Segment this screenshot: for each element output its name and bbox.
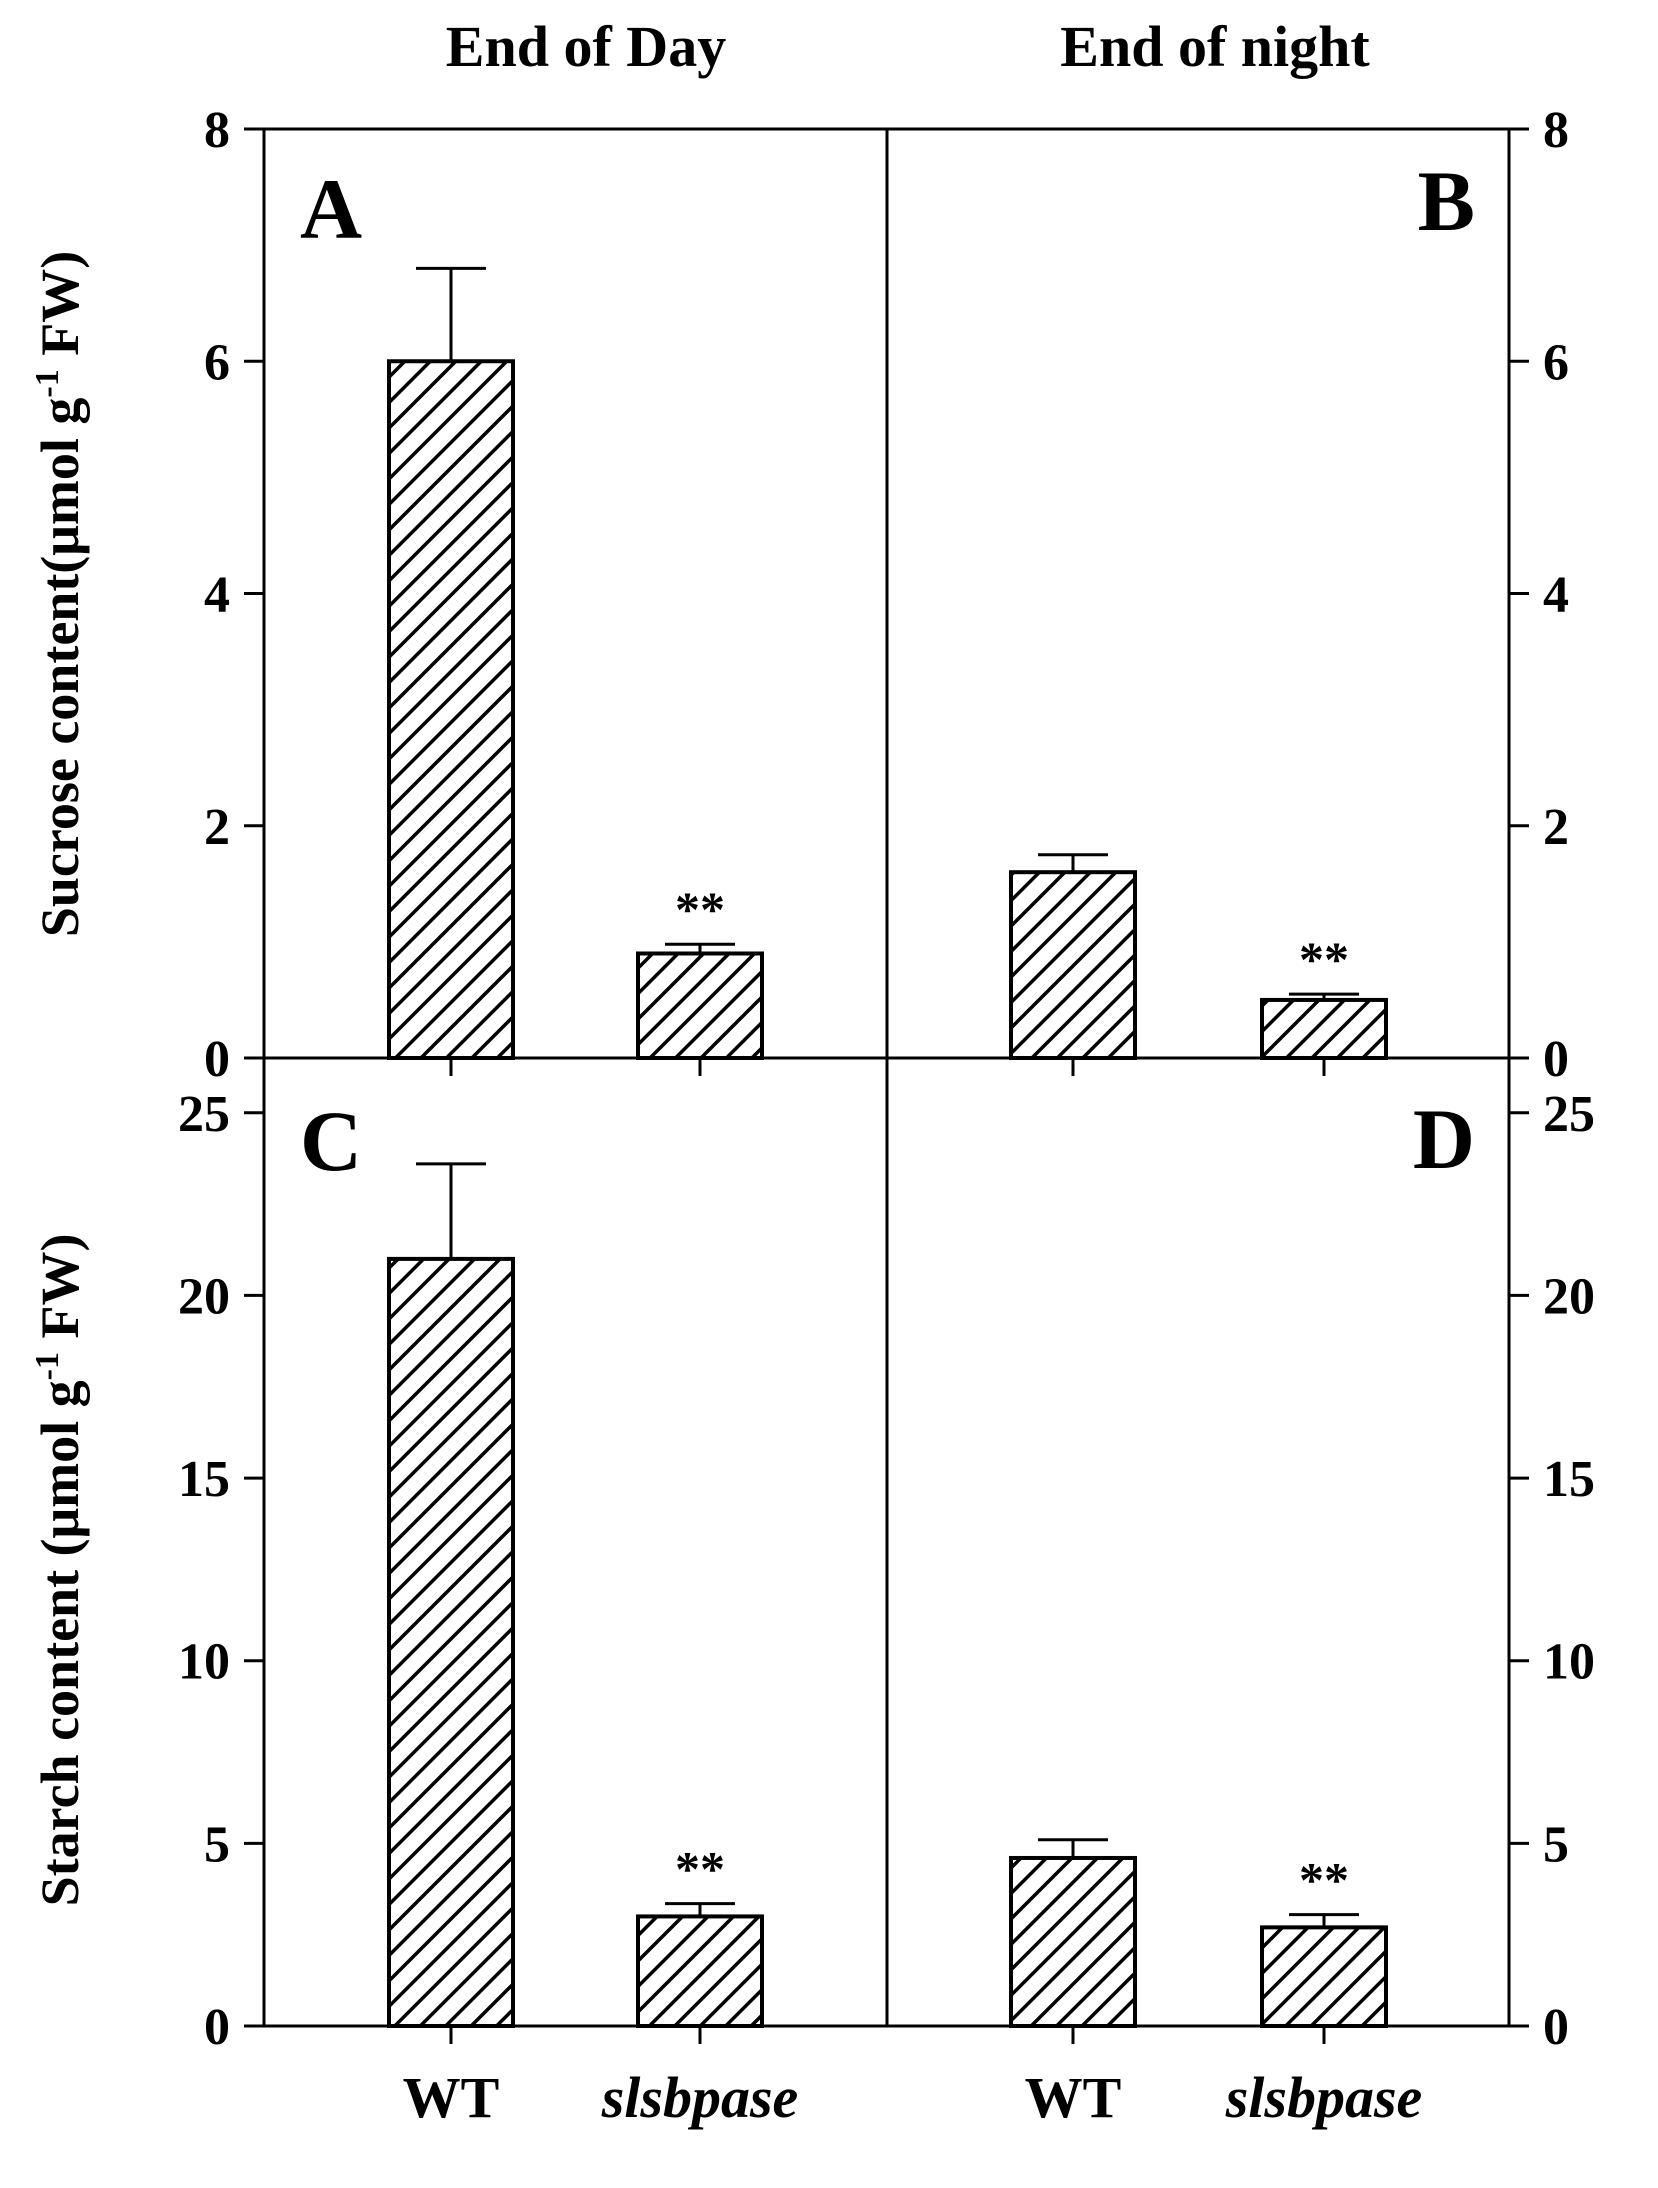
y-tick-label-left: 25	[178, 1086, 230, 1143]
y-tick-label-left: 0	[204, 1999, 230, 2056]
significance-marker: **	[675, 881, 725, 937]
chart-marks: 0 0 2 2 4 4 6 6 8 8 0 0 5 5 10 10 15 15 20 20 25 25 ** ** ** **	[178, 102, 1595, 2056]
bar-c-slsbpase	[636, 1914, 764, 2028]
y-tick-label-right: 5	[1543, 1816, 1569, 1873]
top-y-axis-title-end: FW)	[30, 251, 90, 369]
x-label-wt-right: WT	[1025, 2065, 1122, 2130]
y-tick-label-left: 20	[178, 1268, 230, 1325]
top-y-axis-title-main: Sucrose content(μmol g	[30, 398, 90, 938]
x-label-slsbpase-left: slsbpase	[601, 2065, 799, 2130]
bar-c-wt	[387, 1256, 515, 2028]
top-y-axis-title: Sucrose content(μmol g-1 FW)	[29, 251, 90, 937]
panel-label-c: C	[300, 1093, 362, 1189]
y-tick-label-right: 6	[1543, 334, 1569, 391]
column-title-end-of-night: End of night	[1060, 14, 1370, 79]
y-tick-label-right: 10	[1543, 1634, 1595, 1691]
y-tick-label-right: 20	[1543, 1268, 1595, 1325]
y-tick-label-left: 0	[204, 1031, 230, 1088]
y-tick-label-left: 15	[178, 1451, 230, 1508]
significance-marker: **	[1299, 931, 1349, 987]
x-label-wt-left: WT	[403, 2065, 500, 2130]
y-tick-label-left: 10	[178, 1634, 230, 1691]
significance-marker: **	[1299, 1852, 1349, 1908]
bottom-y-axis-title-end: FW)	[30, 1234, 90, 1352]
y-tick-label-left: 4	[204, 567, 230, 624]
y-tick-label-right: 25	[1543, 1086, 1595, 1143]
bar-b-slsbpase	[1260, 997, 1388, 1060]
bottom-y-axis-title-superscript: -1	[29, 1352, 66, 1380]
y-tick-label-right: 0	[1543, 1999, 1569, 2056]
top-y-axis-title-superscript: -1	[29, 369, 66, 397]
panel-label-b: B	[1418, 153, 1475, 249]
column-title-end-of-day: End of Day	[446, 14, 726, 79]
bar-b-wt	[1009, 870, 1137, 1061]
bar-d-wt	[1009, 1855, 1137, 2029]
bar-d-slsbpase	[1260, 1925, 1388, 2028]
y-tick-label-left: 2	[204, 799, 230, 856]
y-tick-label-right: 2	[1543, 799, 1569, 856]
bottom-y-axis-title: Starch content (μmol g-1 FW)	[29, 1234, 90, 1907]
panel-label-d: D	[1413, 1091, 1475, 1187]
y-tick-label-left: 5	[204, 1816, 230, 1873]
significance-marker: **	[675, 1841, 725, 1897]
y-tick-label-right: 8	[1543, 102, 1569, 159]
y-tick-label-left: 6	[204, 334, 230, 391]
y-tick-label-right: 15	[1543, 1451, 1595, 1508]
x-label-slsbpase-right: slsbpase	[1225, 2065, 1423, 2130]
bar-a-slsbpase	[636, 951, 764, 1060]
bottom-y-axis-title-main: Starch content (μmol g	[30, 1380, 90, 1906]
y-tick-label-right: 4	[1543, 567, 1569, 624]
y-tick-label-left: 8	[204, 102, 230, 159]
bar-a-wt	[387, 359, 515, 1060]
y-tick-label-right: 0	[1543, 1031, 1569, 1088]
panel-label-a: A	[300, 161, 362, 257]
